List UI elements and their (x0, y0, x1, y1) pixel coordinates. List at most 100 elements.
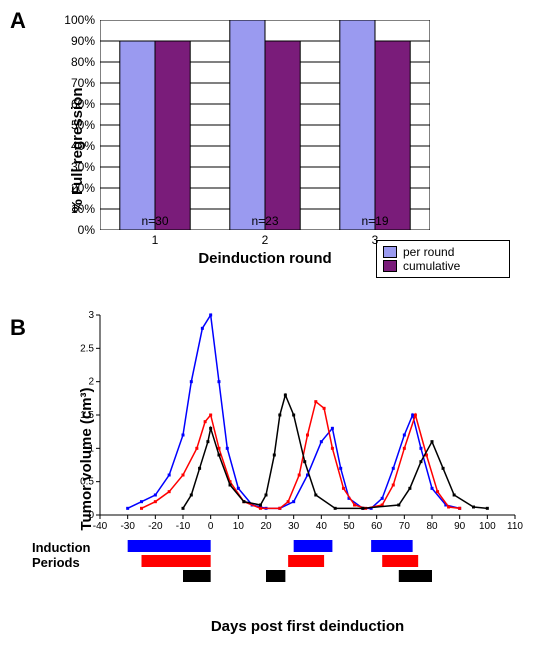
panel-b: Tumor volume (cm³) 00.511.522.53-40-30-2… (50, 315, 520, 635)
marker-black (198, 467, 201, 470)
marker-black (190, 494, 193, 497)
marker-blue (182, 434, 185, 437)
ytick-a: 90% (71, 34, 95, 48)
xtick-b: 80 (426, 521, 438, 532)
ytick-a: 0% (78, 223, 96, 237)
marker-black (334, 507, 337, 510)
marker-black (442, 467, 445, 470)
bar-per-round-3 (340, 20, 375, 230)
xtick-b: 50 (343, 521, 355, 532)
legend-row-cumulative: cumulative (383, 259, 503, 273)
marker-red (154, 500, 157, 503)
xtick-b: 10 (233, 521, 245, 532)
marker-blue (381, 497, 384, 500)
figure-container: A % Full regression n=30n=23n=19 0%10%20… (0, 0, 533, 647)
xtick-b: 110 (507, 521, 523, 532)
legend-swatch (383, 260, 397, 272)
ytick-a: 100% (64, 13, 95, 27)
marker-red (195, 447, 198, 450)
marker-red (447, 506, 450, 509)
xtick-b: 60 (371, 521, 383, 532)
marker-red (278, 507, 281, 510)
ytick-a: 60% (71, 97, 95, 111)
marker-blue (237, 487, 240, 490)
marker-black (284, 394, 287, 397)
panel-a: % Full regression n=30n=23n=19 0%10%20%3… (50, 10, 510, 290)
marker-blue (431, 487, 434, 490)
marker-blue (320, 440, 323, 443)
legend-swatch (383, 246, 397, 258)
xtick-b: -30 (120, 521, 135, 532)
marker-black (408, 487, 411, 490)
xtick-b: 40 (316, 521, 328, 532)
ytick-b: 3 (88, 310, 94, 321)
ytick-a: 30% (71, 160, 95, 174)
marker-blue (419, 447, 422, 450)
ytick-b: 2 (88, 377, 94, 388)
marker-blue (190, 380, 193, 383)
bar-per-round-1 (120, 41, 155, 230)
marker-red (306, 434, 309, 437)
xtick-a: 2 (262, 233, 269, 247)
marker-red (259, 507, 262, 510)
ytick-a: 70% (71, 76, 95, 90)
marker-red (209, 414, 212, 417)
bar-per-round-2 (230, 20, 265, 230)
bar-cumulative-1 (155, 41, 190, 230)
panel-a-label: A (10, 8, 26, 34)
marker-black (431, 440, 434, 443)
xtick-b: 30 (288, 521, 300, 532)
xtick-b: 90 (454, 521, 466, 532)
xtick-b: 70 (399, 521, 411, 532)
marker-red (168, 490, 171, 493)
panel-a-legend: per roundcumulative (376, 240, 510, 278)
bar-cumulative-2 (265, 41, 300, 230)
xtick-b: -10 (176, 521, 191, 532)
series-blue (128, 315, 460, 508)
ytick-b: 2.5 (80, 343, 94, 354)
marker-red (436, 490, 439, 493)
ytick-b: 0 (88, 510, 94, 521)
ytick-a: 20% (71, 181, 95, 195)
marker-blue (201, 327, 204, 330)
marker-red (204, 420, 207, 423)
marker-red (458, 507, 461, 510)
ytick-b: 0.5 (80, 477, 94, 488)
marker-red (287, 500, 290, 503)
marker-black (419, 460, 422, 463)
panel-b-induction-svg (100, 540, 515, 595)
panel-a-svg: n=30n=23n=19 (100, 20, 430, 230)
marker-black (217, 454, 220, 457)
marker-blue (168, 474, 171, 477)
marker-red (314, 400, 317, 403)
marker-blue (339, 467, 342, 470)
xtick-b: -20 (148, 521, 163, 532)
marker-black (314, 494, 317, 497)
marker-red (298, 474, 301, 477)
n-label-2: n=23 (251, 214, 278, 228)
marker-black (397, 504, 400, 507)
legend-label: per round (403, 245, 454, 259)
marker-black (486, 507, 489, 510)
ytick-b: 1 (88, 443, 94, 454)
marker-black (278, 414, 281, 417)
marker-blue (126, 507, 129, 510)
induction-bar (382, 555, 418, 567)
ytick-a: 50% (71, 118, 95, 132)
marker-blue (217, 380, 220, 383)
marker-red (331, 447, 334, 450)
induction-bar (294, 540, 333, 552)
marker-black (273, 454, 276, 457)
marker-red (323, 407, 326, 410)
marker-red (392, 484, 395, 487)
n-label-3: n=19 (361, 214, 388, 228)
legend-label: cumulative (403, 259, 460, 273)
marker-blue (292, 500, 295, 503)
induction-bar (371, 540, 413, 552)
panel-b-plot: 00.511.522.53-40-30-20-10010203040506070… (100, 315, 515, 515)
induction-label-2: Periods (32, 555, 80, 570)
marker-red (342, 487, 345, 490)
marker-black (182, 507, 185, 510)
marker-black (265, 494, 268, 497)
marker-black (229, 484, 232, 487)
